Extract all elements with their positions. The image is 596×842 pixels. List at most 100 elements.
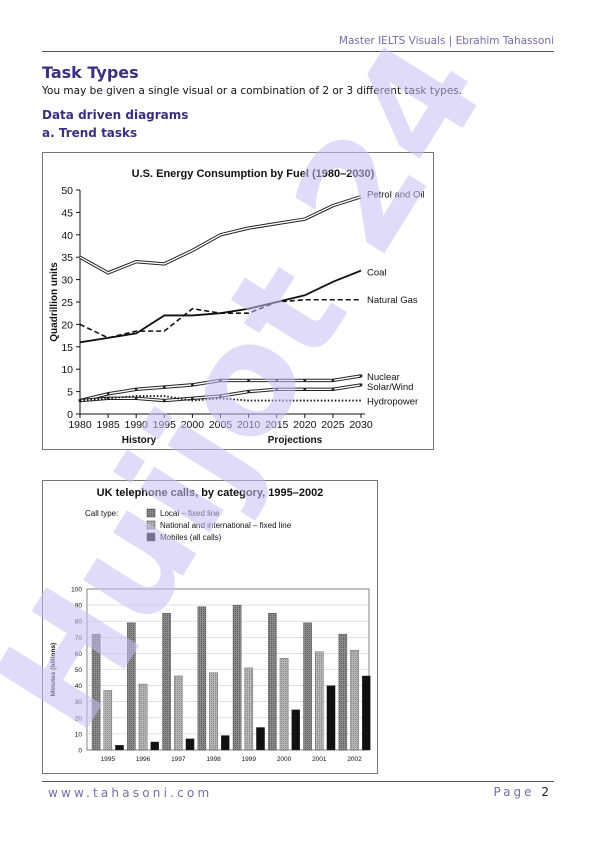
series-nuclear [78, 374, 363, 403]
bar [91, 633, 101, 751]
footer-website: www.tahasoni.com [48, 786, 213, 800]
y-tick-label: 50 [75, 667, 83, 674]
y-tick-label: 15 [61, 342, 73, 354]
x-tick-label: 1995 [153, 419, 177, 431]
y-tick-label: 25 [61, 297, 73, 309]
data-point [303, 379, 307, 382]
x-tick-label: 1996 [136, 756, 151, 763]
y-tick-label: 40 [75, 683, 83, 690]
line-chart-figure: U.S. Energy Consumption by Fuel (1980–20… [42, 152, 434, 450]
page-header: Master IELTS Visuals | Ebrahim Tahassoni [338, 35, 554, 47]
bar [115, 745, 124, 751]
legend-title: Call type: [85, 509, 118, 518]
y-tick-label: 20 [61, 319, 73, 331]
y-tick-label: 10 [75, 731, 83, 738]
series-coal [79, 269, 362, 344]
x-tick-label: 1985 [96, 419, 120, 431]
bar [185, 738, 195, 751]
x-tick-label: 2000 [277, 756, 292, 763]
data-point [106, 392, 110, 396]
bar [315, 651, 324, 751]
x-tick-label: 1990 [125, 419, 149, 431]
footer-divider [42, 781, 554, 782]
y-tick-label: 30 [61, 275, 73, 287]
y-tick-label: 30 [75, 699, 83, 706]
line-chart: U.S. Energy Consumption by Fuel (1980–20… [49, 168, 425, 446]
legend-label: Local – fixed line [160, 509, 220, 518]
x-label-projections: Projections [268, 435, 323, 446]
y-tick-label: 10 [61, 364, 73, 376]
bar [338, 633, 348, 751]
y-axis-label: Quadrillion units [49, 262, 60, 342]
y-tick-label: 45 [61, 207, 73, 219]
bar [197, 606, 207, 751]
bar [174, 675, 183, 751]
y-tick-label: 80 [75, 619, 83, 626]
bar [350, 650, 359, 751]
x-tick-label: 1999 [242, 756, 257, 763]
series-hydropower [79, 395, 361, 402]
header-divider [42, 51, 554, 52]
intro-text: You may be given a single visual or a co… [42, 85, 463, 97]
bar-chart: UK telephone calls, by category, 1995–20… [50, 487, 371, 763]
bar [291, 709, 300, 751]
series-label: Coal [367, 268, 387, 279]
data-point [247, 390, 250, 393]
x-tick-label: 1997 [171, 756, 186, 763]
y-tick-label: 20 [75, 715, 83, 722]
data-point [219, 379, 222, 382]
bar [326, 685, 336, 751]
bar [138, 683, 148, 751]
subheading-data-driven: Data driven diagrams [42, 108, 189, 122]
y-axis-label: Minutes (billions) [50, 643, 57, 696]
section-title: Task Types [42, 63, 139, 82]
x-tick-label: 1980 [68, 419, 92, 431]
data-point [191, 397, 194, 400]
series-label: Petrol and Oil [367, 190, 425, 201]
series-label: Natural Gas [367, 295, 418, 306]
x-label-history: History [122, 435, 157, 446]
bar-chart-figure: UK telephone calls, by category, 1995–20… [42, 480, 378, 774]
bar [268, 612, 277, 751]
data-point [275, 379, 278, 382]
y-tick-label: 0 [67, 409, 73, 421]
y-tick-label: 70 [75, 635, 83, 642]
data-point [359, 374, 363, 378]
series-line-inner [79, 196, 362, 274]
subheading-trend-tasks: a. Trend tasks [42, 126, 138, 140]
bar [232, 604, 242, 751]
y-tick-label: 40 [61, 230, 73, 242]
bar [127, 622, 136, 751]
series-label: Hydropower [367, 397, 418, 408]
bar [209, 672, 218, 751]
x-tick-label: 2010 [237, 419, 261, 431]
legend-swatch [146, 508, 156, 518]
data-point [331, 388, 335, 391]
bar [220, 735, 230, 751]
y-tick-label: 5 [67, 387, 73, 399]
footer-page-number: 2 [541, 785, 552, 799]
data-point [275, 388, 278, 391]
x-tick-label: 1998 [206, 756, 221, 763]
bar [303, 622, 312, 751]
x-tick-label: 2020 [293, 419, 317, 431]
footer-page-label: Page [493, 785, 535, 799]
x-tick-label: 2030 [349, 419, 373, 431]
y-tick-label: 35 [61, 252, 73, 264]
series-line [79, 269, 362, 344]
legend-swatch [146, 520, 156, 530]
series-label: Solar/Wind [367, 382, 413, 393]
x-tick-label: 2002 [347, 756, 362, 763]
x-tick-label: 2005 [209, 419, 233, 431]
bar [150, 741, 160, 751]
chart-title: U.S. Energy Consumption by Fuel (1980–20… [132, 168, 375, 180]
series-line [79, 298, 361, 339]
y-tick-label: 60 [75, 651, 83, 658]
data-point [247, 379, 250, 382]
data-point [163, 385, 166, 389]
data-point [163, 399, 166, 402]
data-point [134, 397, 138, 400]
data-point [191, 383, 194, 387]
y-tick-label: 50 [61, 185, 73, 197]
x-tick-label: 2025 [321, 419, 345, 431]
